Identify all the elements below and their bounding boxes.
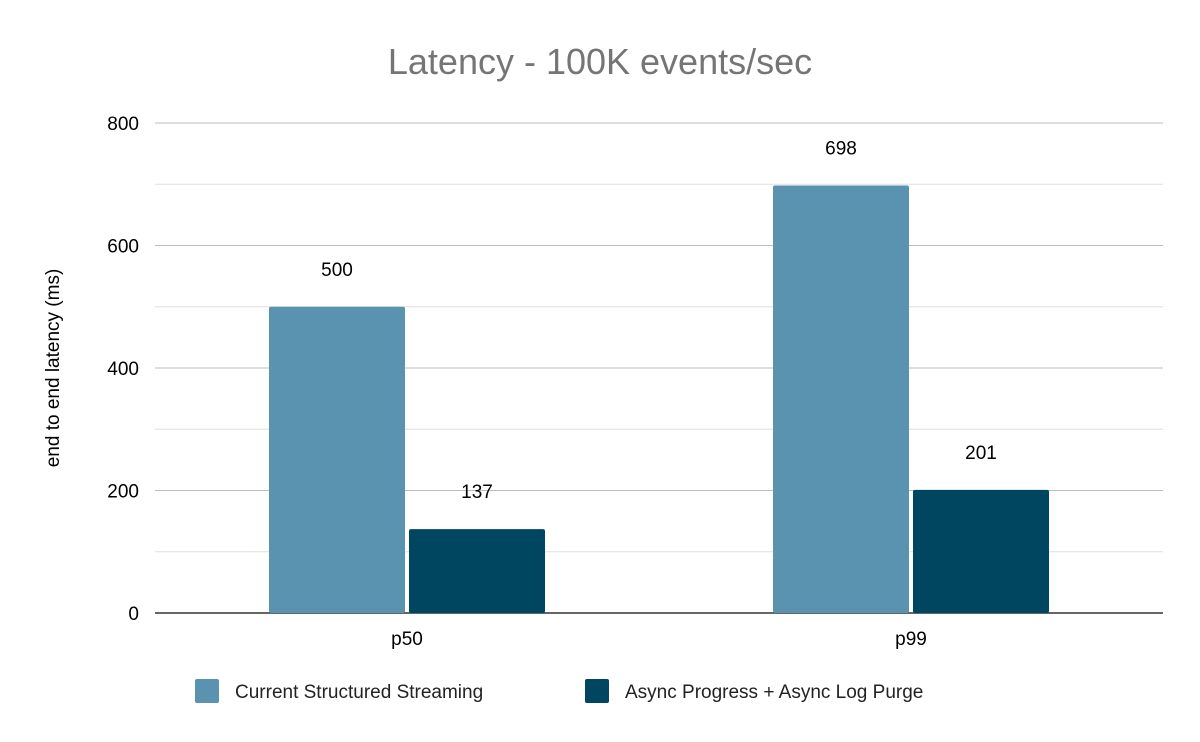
y-tick-label: 800 — [107, 114, 139, 135]
y-axis-label: end to end latency (ms) — [43, 269, 64, 468]
data-label: 137 — [461, 482, 493, 503]
legend-label: Async Progress + Async Log Purge — [625, 682, 923, 703]
data-label: 698 — [825, 138, 857, 159]
data-label: 500 — [321, 260, 353, 281]
bar — [269, 306, 405, 613]
chart-title: Latency - 100K events/sec — [388, 41, 812, 82]
bar — [913, 489, 1049, 613]
x-tick-label: p50 — [391, 629, 423, 650]
y-tick-label: 600 — [107, 237, 139, 258]
y-tick-label: 0 — [128, 604, 139, 625]
data-label: 201 — [965, 443, 997, 464]
bar — [773, 185, 909, 613]
legend-swatch — [585, 679, 609, 703]
legend-label: Current Structured Streaming — [235, 682, 483, 703]
x-tick-label: p99 — [895, 629, 927, 650]
bar — [409, 529, 545, 613]
y-tick-label: 400 — [107, 359, 139, 380]
legend-swatch — [195, 679, 219, 703]
y-tick-label: 200 — [107, 482, 139, 503]
